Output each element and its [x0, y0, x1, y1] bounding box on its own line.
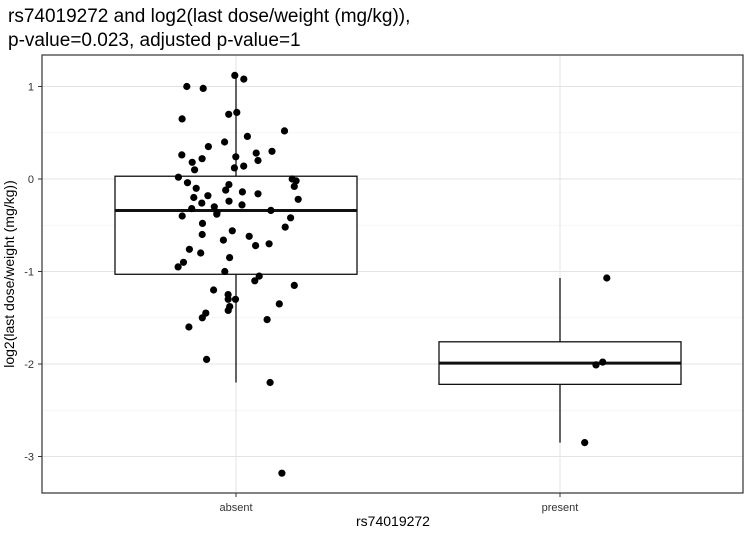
- y-axis-title: log2(last dose/weight (mg/kg)): [1, 180, 17, 368]
- data-point: [204, 192, 212, 200]
- data-point: [292, 177, 300, 185]
- data-point: [268, 147, 276, 155]
- data-point: [278, 469, 286, 477]
- data-point: [221, 138, 229, 146]
- data-point: [255, 272, 263, 280]
- data-point: [224, 295, 232, 303]
- data-point: [178, 212, 186, 220]
- data-point: [225, 181, 233, 189]
- data-point: [238, 201, 246, 209]
- data-point: [178, 115, 186, 123]
- data-point: [280, 127, 289, 135]
- data-point: [263, 316, 271, 324]
- data-point: [225, 110, 233, 118]
- data-point: [233, 108, 241, 116]
- box-layer: [114, 75, 682, 443]
- data-point: [221, 267, 229, 276]
- data-point: [192, 184, 200, 192]
- chart-title-line-2: p-value=0.023, adjusted p-value=1: [8, 30, 301, 51]
- data-point: [188, 205, 196, 213]
- data-point: [174, 173, 182, 181]
- data-point: [204, 143, 212, 151]
- data-point: [198, 230, 206, 239]
- data-point: [219, 236, 227, 244]
- y-tick-label: 0: [28, 174, 34, 186]
- data-point: [222, 186, 230, 194]
- data-point: [231, 295, 240, 303]
- data-point: [198, 155, 206, 163]
- data-point: [198, 314, 206, 322]
- y-tick-label: 1: [28, 82, 34, 94]
- x-tick-label-absent: absent: [219, 502, 252, 514]
- data-point: [203, 355, 211, 363]
- data-point: [281, 223, 289, 231]
- data-point: [225, 197, 233, 205]
- data-point: [290, 182, 298, 190]
- data-point: [183, 179, 192, 187]
- data-point: [228, 227, 236, 235]
- axis-layer: 1 0 -1 -2 -3 absent present: [24, 82, 578, 515]
- data-point: [185, 245, 193, 253]
- y-tick-label: -3: [24, 452, 34, 464]
- data-point: [238, 188, 246, 196]
- data-point: [603, 274, 611, 282]
- point-layer: [174, 71, 611, 477]
- data-point: [226, 254, 234, 262]
- data-point: [243, 132, 251, 140]
- data-point: [198, 219, 207, 227]
- data-point: [267, 206, 275, 214]
- data-point: [592, 361, 600, 369]
- y-tick-label: -2: [24, 359, 34, 371]
- data-point: [230, 164, 238, 172]
- data-point: [185, 323, 193, 331]
- data-point: [294, 195, 302, 203]
- plot-panel-border: [41, 54, 744, 494]
- data-point: [275, 300, 283, 308]
- data-point: [191, 166, 199, 174]
- data-point: [254, 156, 262, 165]
- data-point: [599, 358, 607, 366]
- data-point: [232, 153, 240, 161]
- data-point: [254, 190, 262, 198]
- data-point: [252, 149, 260, 157]
- data-point: [183, 82, 191, 91]
- data-point: [210, 203, 218, 211]
- chart-title-line-1: rs74019272 and log2(last dose/weight (mg…: [8, 6, 410, 27]
- data-point: [265, 240, 273, 248]
- data-point: [290, 281, 298, 289]
- x-axis-title: rs74019272: [356, 513, 430, 529]
- data-point: [213, 210, 221, 218]
- y-tick-label: -1: [24, 267, 34, 279]
- data-point: [190, 193, 198, 202]
- data-point: [287, 214, 295, 222]
- data-point: [210, 286, 218, 294]
- data-point: [240, 75, 248, 83]
- data-point: [179, 258, 188, 266]
- data-point: [245, 232, 253, 240]
- data-point: [224, 306, 232, 314]
- data-point: [240, 162, 248, 170]
- data-point: [266, 378, 274, 387]
- box-absent: [114, 175, 358, 275]
- data-point: [188, 158, 196, 166]
- data-point: [174, 263, 182, 271]
- x-tick-label-present: present: [542, 502, 579, 514]
- data-point: [251, 277, 259, 285]
- data-point: [231, 71, 239, 79]
- data-point: [197, 249, 205, 257]
- data-point: [252, 242, 260, 250]
- data-point: [198, 199, 206, 207]
- data-point: [581, 439, 589, 447]
- data-point: [199, 84, 207, 92]
- data-point: [178, 151, 186, 159]
